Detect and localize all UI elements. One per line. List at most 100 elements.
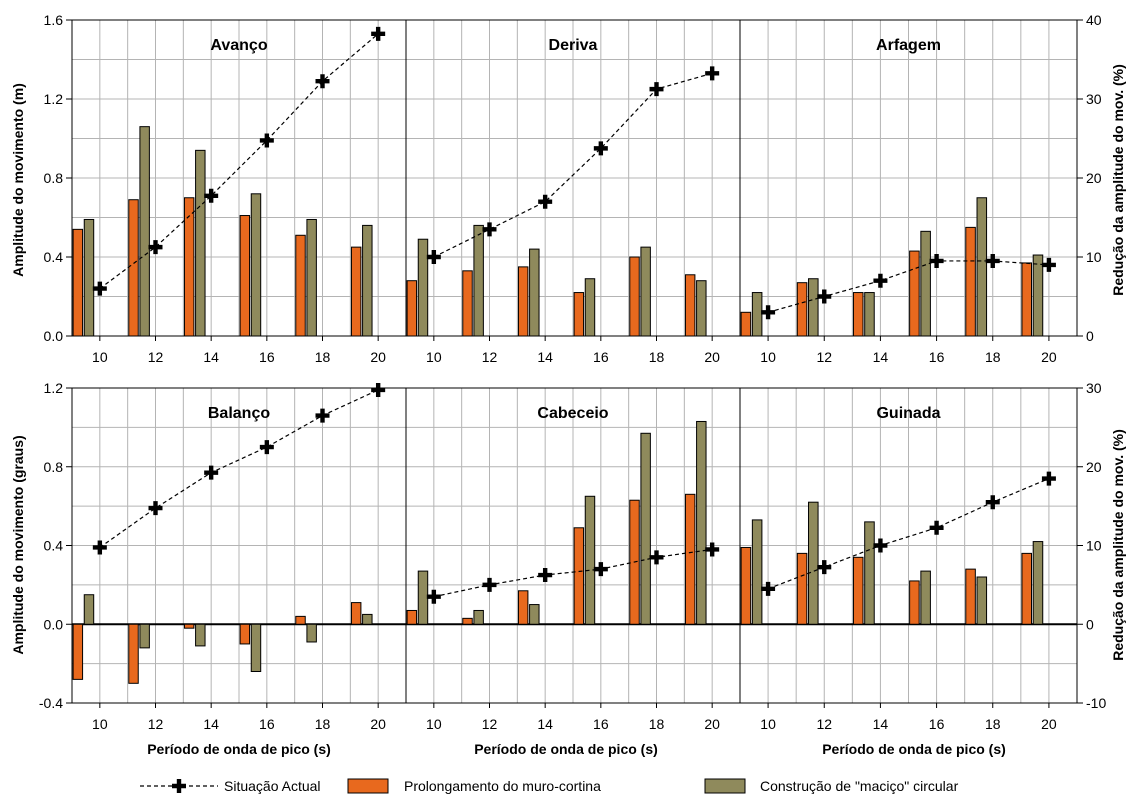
point-situacao-actual	[482, 577, 497, 592]
line-situacao-actual	[767, 260, 1049, 313]
point-situacao-actual	[593, 141, 608, 156]
cross-marker-icon	[985, 253, 1000, 268]
right-axis-row-2: -10 0 10 20 30	[1077, 380, 1106, 711]
xlabel-col-1: Período de onda de pico (s)	[147, 741, 331, 757]
bar-macico	[920, 570, 931, 625]
panel-title: Avanço	[210, 37, 267, 54]
cross-marker-icon	[705, 66, 720, 81]
point-situacao-actual	[482, 222, 497, 237]
bar-macico	[473, 224, 484, 337]
bar-macico	[306, 623, 317, 643]
bar-macico	[864, 292, 875, 337]
panel-2: Deriva 10 12 14 16 18 20	[405, 19, 741, 365]
x-tick-label: 12	[816, 716, 832, 732]
bar-macico	[1032, 541, 1044, 625]
cross-marker-icon	[204, 188, 219, 203]
bar-macico	[584, 278, 596, 337]
x-tick-label: 12	[148, 349, 164, 365]
cross-marker-icon	[593, 562, 608, 577]
cross-marker-icon	[204, 465, 219, 480]
point-situacao-actual	[371, 26, 386, 41]
legend-label-prolongamento: Prolongamento do muro-cortina	[404, 778, 601, 794]
cross-marker-icon	[1041, 471, 1056, 486]
bar-prolongamento	[72, 228, 84, 337]
bar-prolongamento	[684, 493, 696, 625]
left-y-tick-label: 0.0	[44, 328, 64, 344]
point-situacao-actual	[259, 440, 274, 455]
cross-marker-icon	[315, 408, 330, 423]
xlabel-col-2: Período de onda de pico (s)	[474, 741, 658, 757]
bar-prolongamento	[740, 546, 752, 625]
x-tick-label: 20	[704, 716, 720, 732]
right-y-tick-label: 20	[1086, 459, 1102, 475]
bar-prolongamento	[796, 552, 808, 625]
cross-marker-icon	[426, 250, 441, 264]
bar-prolongamento	[183, 623, 195, 629]
right-y-tick-label: 30	[1086, 91, 1102, 107]
bar-macico	[1032, 254, 1044, 337]
x-tick-label: 16	[593, 716, 609, 732]
right-y-tick-label: 10	[1086, 249, 1102, 265]
x-tick-label: 16	[259, 349, 275, 365]
cross-marker-icon	[92, 281, 107, 296]
point-situacao-actual	[985, 495, 1000, 510]
cross-marker-icon	[259, 440, 274, 455]
x-tick-label: 16	[929, 716, 945, 732]
point-situacao-actual	[817, 560, 832, 575]
x-tick-label: 20	[1041, 716, 1057, 732]
x-tick-label: 10	[92, 349, 108, 365]
x-tick-label: 10	[426, 349, 442, 365]
cross-marker-icon	[649, 550, 664, 565]
point-situacao-actual	[315, 408, 330, 423]
legend: Situação Actual Prolongamento do muro-co…	[140, 778, 959, 794]
cross-marker-icon	[92, 540, 107, 555]
bar-prolongamento	[350, 246, 362, 337]
right-y-tick-label: 0	[1086, 616, 1094, 632]
point-situacao-actual	[148, 501, 163, 516]
x-tick-label: 12	[482, 716, 498, 732]
bar-prolongamento	[1021, 552, 1033, 625]
line-situacao-actual	[433, 548, 713, 598]
point-situacao-actual	[538, 568, 553, 583]
x-tick-label: 16	[593, 349, 609, 365]
left-y-tick-label: 1.2	[44, 91, 64, 107]
x-tick-label: 10	[426, 716, 442, 732]
cross-marker-icon	[817, 560, 832, 575]
legend-label-macico: Construção de "maciço" circular	[760, 778, 959, 794]
panel-title: Guinada	[876, 405, 940, 422]
right-y-tick-label: 20	[1086, 170, 1102, 186]
bar-prolongamento	[1021, 262, 1033, 337]
cross-marker-icon	[929, 253, 944, 268]
cross-marker-icon	[148, 501, 163, 516]
cross-marker-icon	[482, 577, 497, 592]
bar-prolongamento	[629, 256, 640, 337]
line-situacao-actual	[433, 72, 713, 258]
bar-macico	[920, 230, 931, 337]
legend-cross-marker	[172, 779, 186, 793]
cross-marker-icon	[148, 240, 163, 255]
x-tick-label: 18	[985, 349, 1001, 365]
bar-macico	[529, 248, 540, 337]
x-tick-label: 12	[148, 716, 164, 732]
panel-title: Arfagem	[876, 37, 941, 54]
point-situacao-actual	[929, 520, 944, 535]
cross-marker-icon	[315, 74, 330, 89]
cross-marker-icon	[371, 26, 386, 41]
point-situacao-actual	[371, 382, 386, 397]
cross-marker-icon	[482, 222, 497, 237]
legend-swatch-prolongamento	[347, 778, 389, 794]
bar-macico	[640, 246, 651, 337]
bar-prolongamento	[295, 234, 306, 337]
bar-prolongamento	[965, 568, 976, 625]
point-situacao-actual	[593, 562, 608, 577]
x-tick-label: 10	[92, 716, 108, 732]
bar-prolongamento	[852, 556, 864, 625]
bar-macico	[473, 609, 484, 625]
bar-prolongamento	[573, 292, 585, 337]
cross-marker-icon	[593, 141, 608, 156]
point-situacao-actual	[92, 281, 107, 296]
bar-prolongamento	[462, 270, 473, 337]
right-axis-row-1: 0 10 20 30 40	[1077, 12, 1102, 344]
